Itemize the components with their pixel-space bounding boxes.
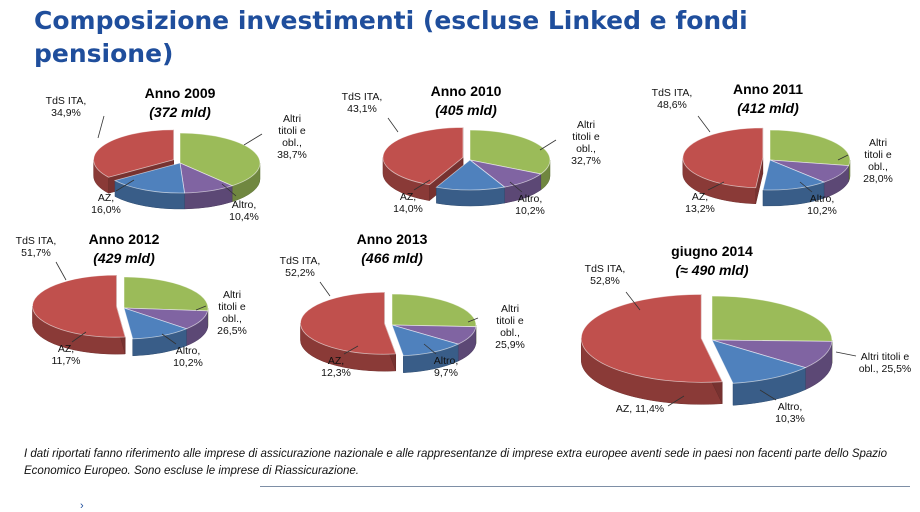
chart-title: Anno 2011 [733,81,803,97]
data-label-tds-ita: TdS ITA,43,1% [342,91,383,115]
chart-subtitle: (412 mld) [737,100,799,116]
leader-line-tds-ita [698,116,710,132]
chart-subtitle: (372 mld) [149,104,211,120]
footer-mark: › [80,500,84,512]
leader-line-tds-ita [388,118,398,132]
chart-title: giugno 2014 [671,243,753,259]
data-label-az: AZ, 11,4% [616,403,664,415]
data-label-tds-ita: TdS ITA,52,2% [280,255,321,279]
chart-title: Anno 2009 [145,85,216,101]
leader-line-altri-titoli-e-obl [540,140,556,150]
pie-chart-6: giugno 2014 (≈ 490 mld) TdS ITA,52,8% Altri… [581,243,911,425]
chart-subtitle: (405 mld) [435,102,497,118]
data-label-altro: Altro,9,7% [434,355,459,379]
footnote: I dati riportati fanno riferimento alle … [24,446,904,480]
data-label-altro: Altro,10,2% [807,193,837,217]
data-label-tds-ita: TdS ITA,51,7% [16,235,57,259]
chart-subtitle: (466 mld) [361,250,423,266]
leader-line-tds-ita [98,116,104,138]
slice-altri-titoli-e-obl [712,296,832,341]
slice-altri-titoli-e-obl [392,294,476,327]
chart-title: Anno 2010 [431,83,502,99]
slice-altri-titoli-e-obl [770,130,850,166]
data-label-tds-ita: TdS ITA,48,6% [652,87,693,111]
data-label-tds-ita: TdS ITA,34,9% [46,95,87,119]
chart-title: Anno 2012 [89,231,160,247]
data-label-altro: Altro,10,3% [775,401,805,425]
data-label-altro: Altro,10,2% [515,193,545,217]
data-label-tds-ita: TdS ITA,52,8% [585,263,626,287]
leader-line-altri-titoli-e-obl [244,134,262,145]
chart-title: Anno 2013 [357,231,428,247]
leader-line-altri-titoli-e-obl [836,352,856,356]
chart-subtitle: (≈ 490 mld) [675,262,748,278]
slice-altri-titoli-e-obl [124,277,208,311]
data-label-altro: Altro,10,4% [229,199,259,223]
footer-divider [260,486,910,487]
leader-line-tds-ita [320,282,330,296]
data-label-altro: Altro,10,2% [173,345,203,369]
leader-line-tds-ita [56,262,66,280]
chart-subtitle: (429 mld) [93,250,155,266]
